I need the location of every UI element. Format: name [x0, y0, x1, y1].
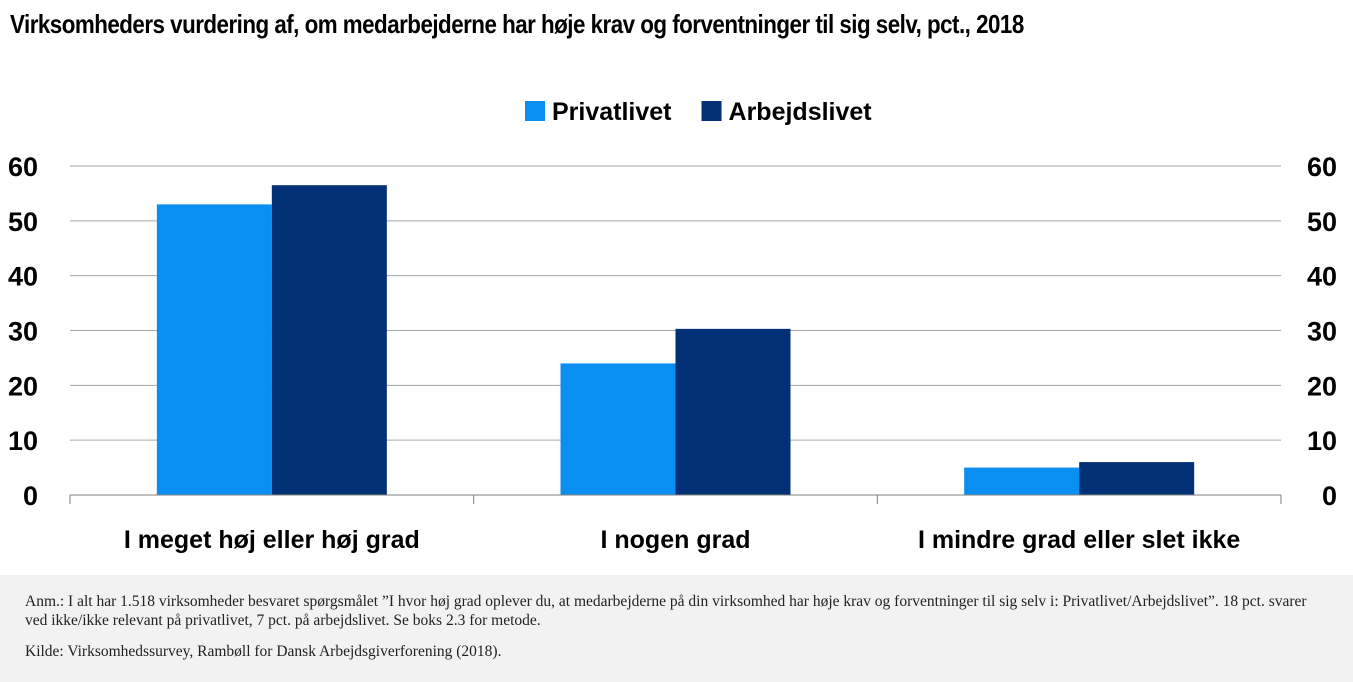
chart-title: Virksomheders vurdering af, om medarbejd…: [10, 9, 1024, 39]
y-tick-label-right: 60: [1307, 152, 1337, 182]
bar-privatlivet: [560, 363, 676, 495]
y-tick-label-right: 20: [1307, 371, 1337, 401]
y-tick-label-left: 60: [8, 152, 38, 182]
y-tick-label-left: 0: [23, 481, 38, 511]
y-tick-label-right: 0: [1322, 481, 1337, 511]
bar-arbejdslivet: [675, 328, 791, 495]
y-axis-right: 0 10 20 30 40 50 60: [1307, 152, 1337, 511]
y-tick-label-right: 10: [1307, 426, 1337, 456]
legend-swatch: [525, 101, 545, 121]
category-label: I mindre grad eller slet ikke: [918, 526, 1240, 554]
y-tick-label-left: 30: [8, 317, 38, 347]
y-tick-label-right: 30: [1307, 317, 1337, 347]
axes: [69, 494, 1282, 504]
legend-label: Arbejdslivet: [729, 98, 873, 126]
x-axis-categories: I meget høj eller høj grad I nogen grad I …: [124, 526, 1241, 554]
bar-chart: Privatlivet Arbejdslivet 0 10 20 30 40 50 60 0 1…: [8, 98, 1337, 554]
source-note: Kilde: Virksomhedssurvey, Rambøll for Da…: [25, 643, 502, 660]
y-tick-label-left: 10: [8, 426, 38, 456]
y-tick-label-left: 40: [8, 262, 38, 292]
bars: [156, 185, 1195, 496]
category-label: I meget høj eller høj grad: [124, 526, 420, 554]
y-tick-label-left: 50: [8, 207, 38, 237]
bar-privatlivet: [156, 204, 272, 495]
y-axis-left: 0 10 20 30 40 50 60: [8, 152, 38, 511]
legend-label: Privatlivet: [552, 98, 672, 126]
legend-swatch: [701, 101, 722, 121]
category-label: I nogen grad: [601, 526, 751, 554]
notes-panel: Anm.: I alt har 1.518 virksomheder besva…: [0, 575, 1353, 682]
bar-privatlivet: [964, 467, 1080, 495]
legend: Privatlivet Arbejdslivet: [525, 98, 872, 126]
y-tick-label-right: 40: [1307, 262, 1337, 292]
bar-arbejdslivet: [1079, 462, 1195, 495]
bar-arbejdslivet: [271, 185, 387, 496]
y-tick-label-right: 50: [1307, 207, 1337, 237]
annotation-note: Anm.: I alt har 1.518 virksomheder besva…: [25, 593, 1307, 629]
y-tick-label-left: 20: [8, 371, 38, 401]
